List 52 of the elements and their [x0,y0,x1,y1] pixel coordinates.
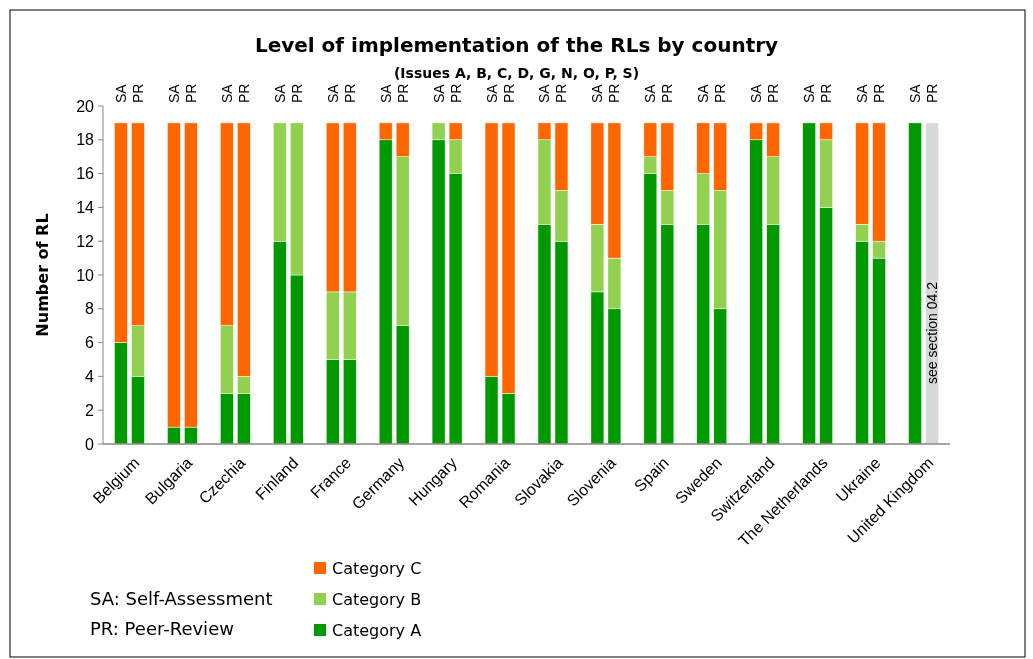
y-tick-label: 0 [85,435,95,453]
y-tick-label: 20 [76,97,95,115]
x-tick-label: PR [288,83,305,103]
x-tick-label: SA [801,83,818,103]
y-tick-label: 10 [76,266,95,284]
x-tick-label: SA [536,83,553,103]
x-tick-label: PR [553,83,570,103]
x-tick-label: SA [324,83,341,103]
x-tick-label: PR [606,83,623,103]
x-tick-label: PR [341,83,358,103]
x-tick-label: SA [907,83,924,103]
y-tick-label: 12 [76,232,95,250]
x-tick-label: PR [235,83,252,103]
x-tick-label: SA [748,83,765,103]
chart-subtitle: (Issues A, B, C, D, G, N, O, P, S) [393,65,640,81]
y-tick-label: 14 [76,199,95,216]
y-tick-label: 8 [85,300,95,318]
x-tick-label: SA [483,83,500,103]
legend-label: Category A [332,620,422,640]
x-tick-label: PR [500,83,517,103]
x-tick-label: PR [182,83,199,103]
y-tick-label: 4 [85,368,95,385]
x-tick-label: PR [394,83,411,103]
y-axis-title: Number of RL [33,213,52,337]
x-tick-label: SA [589,83,606,103]
x-tick-label: SA [642,83,659,103]
x-tick-label: PR [765,83,782,103]
x-tick-label: SA [165,83,182,103]
x-tick-label: PR [129,83,146,103]
x-tick-label: SA [430,83,447,103]
series-label: see section 04.2 [924,281,941,384]
x-tick-label: SA [271,83,288,103]
x-tick-label: SA [112,83,129,103]
x-tick-label: PR [712,83,729,103]
x-tick-label: PR [818,83,835,103]
y-tick-label: 18 [76,131,95,149]
y-tick-label: 6 [85,334,95,352]
chart-title: Level of implementation of the RLs by country [254,33,779,57]
legend-label: Category C [332,558,422,578]
text: PR: Peer-Review [90,618,234,639]
x-tick-label: PR [924,83,941,103]
x-tick-label: SA [854,83,871,103]
x-tick-label: PR [659,83,676,103]
y-tick-label: 16 [76,165,95,183]
x-tick-label: PR [871,83,888,103]
x-tick-label: SA [695,83,712,103]
legend-label: Category B [332,589,422,609]
x-tick-label: SA [218,83,235,103]
x-tick-label: SA [377,83,394,103]
text: SA: Self-Assessment [90,588,273,609]
x-tick-label: PR [447,83,464,103]
y-tick-label: 2 [85,401,95,419]
